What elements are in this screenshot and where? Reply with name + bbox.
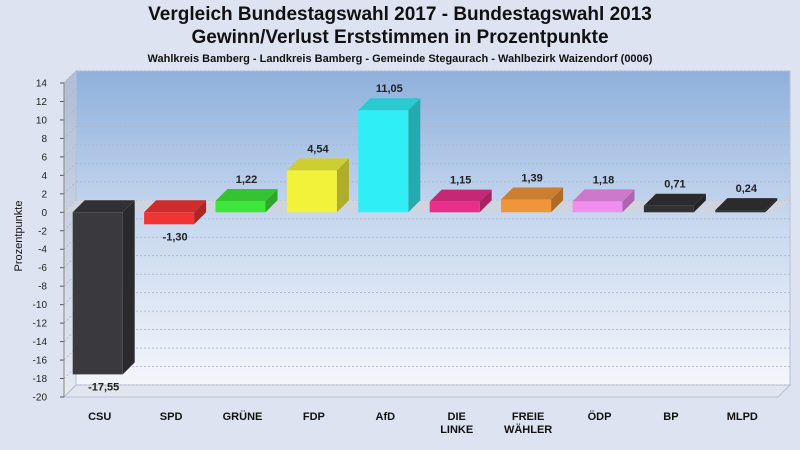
bar-top: [715, 198, 778, 211]
y-tick-label: 8: [41, 134, 47, 145]
data-label: -17,55: [88, 381, 119, 393]
bar: [572, 201, 623, 213]
y-tick-label: -16: [33, 356, 48, 367]
plot-floor: [62, 384, 792, 398]
bar-top: [286, 158, 349, 171]
x-tick-label: CSU: [88, 411, 111, 423]
gridline-side: [63, 384, 77, 398]
bar-top: [358, 98, 421, 111]
y-tick-label: -14: [33, 337, 48, 348]
gridline-side: [63, 273, 77, 287]
bar: [72, 212, 123, 375]
y-tick-label: -8: [38, 282, 47, 293]
gridline-side: [63, 107, 77, 121]
plot-background: [75, 70, 791, 386]
gridline-side: [63, 329, 77, 342]
bar-top: [572, 189, 635, 202]
data-label: -1,30: [163, 231, 188, 243]
data-label: 0,71: [664, 179, 685, 191]
y-tick-label: -6: [38, 263, 47, 274]
x-tick-label: FREIE: [512, 411, 544, 423]
y-tick-label: -4: [38, 245, 47, 256]
bar: [715, 210, 766, 213]
x-tick-label: WÄHLER: [504, 423, 552, 436]
gridline-side: [63, 347, 77, 361]
gridline-side: [63, 89, 77, 102]
x-tick-label: BP: [663, 411, 678, 423]
bar-side: [693, 193, 706, 213]
bar-top: [501, 187, 564, 200]
y-tick-label: 2: [41, 189, 47, 200]
x-tick-label: GRÜNE: [223, 410, 263, 423]
y-axis-label: Prozentpunkte: [13, 201, 25, 272]
bar-side: [265, 189, 278, 213]
data-label: 1,15: [450, 175, 471, 187]
bar-side: [408, 98, 421, 213]
gridline-side: [63, 181, 77, 195]
gridline-side: [63, 70, 77, 84]
bar-side: [122, 200, 135, 375]
gridline-side: [63, 126, 77, 139]
y-tick-label: -12: [33, 319, 48, 330]
gridline-side: [63, 310, 77, 324]
gridline-side: [63, 144, 77, 158]
y-tick-label: -20: [33, 393, 48, 404]
y-tick-label: 14: [36, 79, 48, 90]
data-label: 1,18: [593, 174, 614, 186]
data-label: 11,05: [376, 83, 403, 95]
bar: [144, 212, 195, 225]
chart-title-2: Gewinn/Verlust Erststimmen in Prozentpun…: [191, 27, 609, 48]
data-label: 1,39: [521, 172, 542, 184]
bar-side: [551, 187, 564, 213]
x-tick-label: DIE: [448, 411, 466, 423]
gridline-side: [63, 255, 77, 268]
bar-side: [194, 200, 207, 225]
data-label: 1,22: [236, 174, 257, 186]
x-tick-label: ÖDP: [588, 410, 612, 423]
y-tick-label: -2: [38, 226, 47, 237]
bar-top: [72, 200, 135, 213]
bar: [358, 110, 409, 213]
bar-side: [479, 189, 492, 213]
y-tick-label: 10: [36, 115, 48, 126]
y-tick-label: 6: [41, 152, 47, 163]
y-tick-label: 0: [41, 208, 47, 219]
x-tick-label: SPD: [160, 411, 183, 423]
y-tick-label: -18: [33, 374, 48, 385]
bar-side: [336, 158, 349, 213]
bar: [643, 205, 694, 213]
bar-top: [144, 200, 207, 213]
bar-top: [429, 189, 492, 202]
bar-top: [643, 193, 706, 206]
bar: [215, 201, 266, 213]
y-tick-label: -10: [33, 300, 48, 311]
gridline-side: [63, 163, 77, 176]
x-tick-label: LINKE: [440, 424, 473, 436]
y-tick-label: 12: [36, 97, 48, 108]
gridline-side: [63, 236, 77, 250]
gridline-side: [63, 366, 77, 379]
bar-side: [765, 198, 778, 213]
bar-top: [215, 189, 278, 202]
gridline-side: [63, 218, 77, 232]
gridline-side: [63, 292, 77, 305]
x-tick-label: AfD: [376, 411, 396, 423]
chart-title: Vergleich Bundestagswahl 2017 - Bundesta…: [148, 4, 652, 25]
x-tick-label: FDP: [303, 411, 325, 423]
bar: [286, 170, 337, 213]
x-tick-label: MLPD: [727, 411, 758, 423]
chart-subtitle: Wahlkreis Bamberg - Landkreis Bamberg - …: [147, 53, 653, 65]
bar: [429, 201, 480, 213]
y-tick-label: 4: [41, 171, 47, 182]
data-label: 0,24: [736, 183, 758, 195]
data-label: 4,54: [307, 143, 329, 155]
bar: [501, 199, 552, 213]
bar-side: [622, 189, 635, 213]
